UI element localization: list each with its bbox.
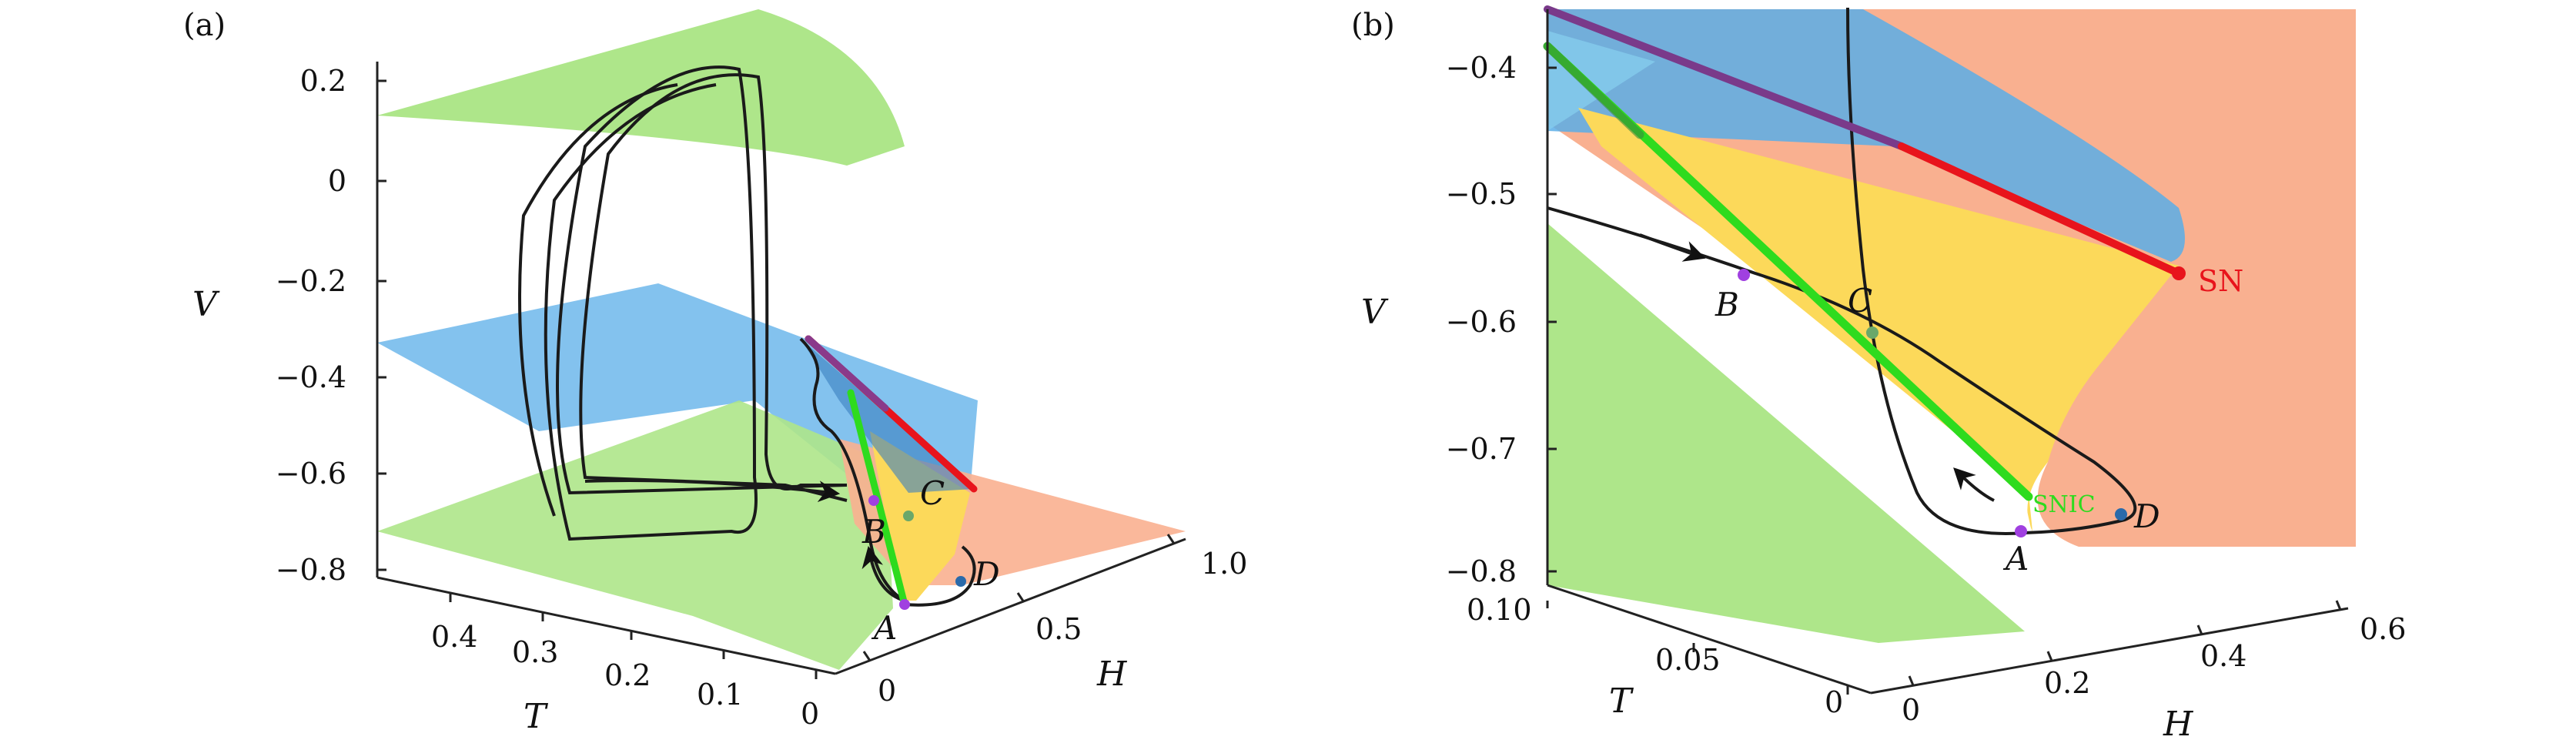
panel-b-label-b: B bbox=[1715, 286, 1739, 323]
panel-b-point-a bbox=[2015, 525, 2027, 537]
panel-a-t-tick-label: 0.2 bbox=[604, 658, 651, 692]
panel-b-h-tick-label: 0.4 bbox=[2200, 639, 2246, 673]
panel-b-orbit bbox=[1547, 7, 2137, 535]
panel-a-green-upper-surface bbox=[377, 9, 905, 166]
panel-b-point-b bbox=[1738, 269, 1750, 281]
panel-a-v-ticks: 0.2 0 −0.2 −0.4 −0.6 −0.8 bbox=[276, 64, 386, 587]
panel-a-return-arrow bbox=[861, 546, 905, 602]
panel-a-h-ticks: 0 0.5 1.0 bbox=[862, 534, 1247, 708]
panel-b-t-axis-label: T bbox=[1609, 681, 1634, 721]
panel-b-t-ticks: 0.10 0.05 0 bbox=[1467, 593, 1849, 719]
panel-a-t-axis bbox=[376, 576, 836, 675]
panel-b-h-axis-label: H bbox=[2163, 705, 2194, 744]
panel-b-t-tick-label: 0.05 bbox=[1655, 643, 1721, 677]
panel-a-point-c bbox=[903, 511, 914, 521]
panel-a-loop-3 bbox=[518, 83, 678, 517]
panel-a-sn-curve-upper bbox=[805, 335, 889, 412]
panel-a-loop-1 bbox=[579, 73, 848, 502]
panel-b-h-axis bbox=[1870, 607, 2349, 695]
panel-a-point-d bbox=[955, 576, 966, 587]
panel-b-h-tick-label: 0.2 bbox=[2044, 666, 2090, 700]
panel-a-point-a bbox=[899, 599, 910, 610]
panel-b-sn-endpoint bbox=[2172, 266, 2186, 280]
panel-b-t-tick-label: 0 bbox=[1825, 685, 1843, 719]
panel-b-v-axis-label: V bbox=[1361, 293, 1389, 332]
panel-a: (a) A B C D bbox=[183, 8, 1247, 736]
panel-a-label-d: D bbox=[973, 555, 1000, 593]
panel-b: (b) A B C D SN SNIC bbox=[1351, 5, 2406, 744]
panel-b-sn-curve bbox=[1898, 142, 2183, 277]
panel-b-label-d: D bbox=[2133, 497, 2160, 535]
panel-b-sn-curve-upper bbox=[1544, 5, 1905, 150]
panel-a-h-axis bbox=[835, 537, 1186, 675]
panel-a-small-loop bbox=[904, 545, 976, 607]
panel-a-label-c: C bbox=[920, 474, 945, 512]
panel-b-green-surface bbox=[1547, 223, 2025, 643]
panel-b-blue-tint bbox=[1547, 31, 1655, 131]
panel-a-label-a: A bbox=[871, 609, 897, 647]
panel-b-arrow-right bbox=[1639, 233, 1706, 262]
panel-a-t-ticks: 0.4 0.3 0.2 0.1 0 bbox=[431, 593, 819, 731]
panel-a-label: (a) bbox=[183, 8, 226, 43]
panel-a-v-axis-label: V bbox=[192, 285, 220, 324]
panel-b-snic-curve-dark bbox=[1543, 42, 1644, 139]
panel-a-label-b: B bbox=[861, 513, 886, 551]
panel-b-v-tick-label: −0.8 bbox=[1446, 554, 1517, 588]
panel-a-v-tick-label: −0.6 bbox=[276, 457, 346, 491]
panel-a-h-tick-label: 1.0 bbox=[1201, 547, 1247, 581]
panel-b-t-tick-label: 0.10 bbox=[1467, 593, 1532, 627]
panel-b-point-d bbox=[2115, 508, 2127, 521]
panel-b-label: (b) bbox=[1351, 8, 1395, 43]
panel-b-point-c bbox=[1866, 326, 1878, 339]
panel-b-v-tick-label: −0.4 bbox=[1446, 51, 1517, 85]
panel-b-v-ticks: −0.4 −0.5 −0.6 −0.7 −0.8 bbox=[1446, 51, 1557, 588]
panel-a-v-tick-label: −0.8 bbox=[276, 553, 346, 587]
panel-a-v-tick-label: −0.2 bbox=[276, 264, 346, 298]
panel-b-v-tick-label: −0.6 bbox=[1446, 305, 1517, 339]
panel-a-point-b bbox=[868, 495, 879, 506]
panel-b-sn-label: SN bbox=[2198, 264, 2243, 298]
panel-a-v-tick-label: 0 bbox=[328, 164, 346, 198]
panel-a-approach-arrow bbox=[584, 479, 841, 503]
panel-b-h-ticks: 0 0.2 0.4 0.6 bbox=[1902, 600, 2406, 727]
panel-b-label-a: A bbox=[2002, 540, 2029, 578]
panel-a-t-tick-label: 0 bbox=[801, 697, 819, 731]
panel-a-t-axis-label: T bbox=[524, 697, 549, 736]
panel-a-t-tick-label: 0.4 bbox=[431, 620, 477, 654]
panel-a-h-tick-label: 0 bbox=[878, 674, 896, 708]
panel-b-t-axis bbox=[1547, 584, 1872, 695]
panel-a-v-tick-label: −0.4 bbox=[276, 360, 346, 394]
panel-b-arrow-up bbox=[1953, 467, 1995, 502]
panel-a-t-tick-label: 0.3 bbox=[512, 635, 558, 669]
panel-a-t-tick-label: 0.1 bbox=[697, 678, 743, 711]
panel-b-h-tick-label: 0 bbox=[1902, 693, 1920, 727]
panel-a-v-tick-label: 0.2 bbox=[300, 64, 346, 98]
panel-b-snic-label: SNIC bbox=[2032, 491, 2096, 518]
panel-b-label-c: C bbox=[1848, 282, 1872, 320]
panel-b-v-tick-label: −0.5 bbox=[1446, 177, 1517, 211]
panel-b-v-tick-label: −0.7 bbox=[1446, 432, 1517, 466]
panel-a-loop-2 bbox=[544, 65, 848, 541]
panel-a-h-axis-label: H bbox=[1096, 655, 1128, 694]
panel-b-h-tick-label: 0.6 bbox=[2360, 612, 2406, 646]
panel-a-h-tick-label: 0.5 bbox=[1035, 612, 1082, 646]
panel-b-white-gap bbox=[1547, 135, 2032, 543]
